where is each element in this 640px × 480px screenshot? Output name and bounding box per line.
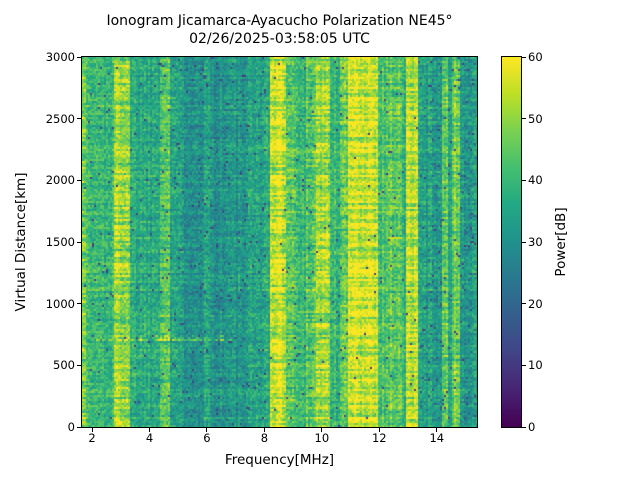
x-tick-label: 2 [88,431,96,445]
x-tick-mark [378,428,380,432]
x-tick-mark [206,428,208,432]
colorbar-label: Power[dB] [553,207,569,277]
x-tick-mark [321,428,323,432]
y-tick-mark [77,56,81,58]
colorbar-tick-mark [522,241,526,243]
colorbar [501,56,522,428]
colorbar-tick-mark [522,303,526,305]
x-tick-label: 12 [371,431,387,445]
y-tick-mark [77,364,81,366]
colorbar-tick-mark [522,364,526,366]
chart-subtitle: 02/26/2025-03:58:05 UTC [189,31,370,47]
x-tick-label: 10 [314,431,330,445]
y-tick-label: 1000 [45,296,75,311]
x-tick-label: 6 [203,431,211,445]
x-tick-label: 8 [260,431,269,445]
x-tick-mark [436,428,438,432]
x-tick-mark [149,428,150,432]
colorbar-tick-label: 30 [528,235,543,249]
colorbar-tick-label: 60 [528,50,543,64]
colorbar-tick-mark [522,179,526,181]
y-tick-label: 500 [53,358,75,373]
x-axis-label: Frequency[MHz] [224,452,335,468]
x-tick-label: 14 [429,431,445,445]
colorbar-gradient-canvas [502,57,521,427]
colorbar-tick-label: 20 [528,296,543,311]
y-tick-mark [77,179,81,181]
y-tick-mark [77,118,81,120]
x-tick-label: 4 [145,431,154,445]
y-tick-mark [77,426,81,428]
plot-area [81,56,478,428]
colorbar-tick-label: 40 [528,173,543,188]
ionogram-heatmap-canvas [82,57,477,427]
colorbar-tick-label: 50 [528,111,543,126]
y-tick-label: 1500 [45,235,75,249]
y-tick-mark [77,303,81,305]
y-tick-label: 2500 [45,111,75,126]
chart-title-block: Ionogram Jicamarca-Ayacucho Polarization… [82,12,477,48]
colorbar-tick-mark [522,56,526,58]
colorbar-tick-mark [522,426,526,428]
colorbar-tick-label: 0 [528,420,536,434]
y-tick-label: 2000 [45,173,75,188]
y-tick-label: 3000 [45,50,75,64]
x-tick-mark [263,428,265,432]
chart-title: Ionogram Jicamarca-Ayacucho Polarization… [106,13,453,29]
x-tick-mark [91,428,93,432]
y-tick-mark [77,241,81,243]
y-tick-label: 0 [67,420,75,434]
colorbar-tick-label: 10 [528,358,543,373]
colorbar-tick-mark [522,118,526,120]
